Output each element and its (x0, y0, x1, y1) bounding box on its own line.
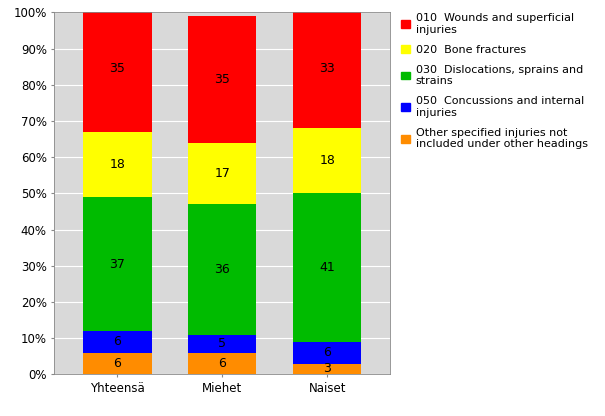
Bar (188, 143, 257, 204)
Bar (83, 5, 151, 132)
Bar (293, 193, 361, 342)
Text: 35: 35 (110, 62, 125, 75)
Text: 5: 5 (218, 337, 226, 350)
Text: 35: 35 (214, 73, 231, 86)
Text: 3: 3 (323, 362, 331, 376)
Bar (188, 16, 257, 143)
Bar (83, 353, 151, 374)
Bar (293, 364, 361, 374)
Bar (83, 197, 151, 331)
Bar (188, 204, 257, 334)
Text: 18: 18 (110, 158, 125, 171)
Bar (188, 353, 257, 374)
Text: 6: 6 (323, 346, 331, 359)
Bar (83, 331, 151, 353)
Text: 6: 6 (114, 357, 122, 370)
Bar (293, 342, 361, 364)
Bar (293, 9, 361, 128)
Text: 37: 37 (110, 258, 125, 270)
Text: 6: 6 (114, 335, 122, 348)
Legend: 010  Wounds and superficial
injuries, 020  Bone fractures, 030  Dislocations, sp: 010 Wounds and superficial injuries, 020… (399, 11, 590, 152)
Text: 36: 36 (214, 263, 231, 276)
Bar (188, 334, 257, 353)
Text: 33: 33 (319, 62, 335, 75)
Bar (293, 128, 361, 193)
Text: 6: 6 (218, 357, 226, 370)
Bar (83, 132, 151, 197)
Text: 18: 18 (319, 154, 335, 167)
Text: 17: 17 (214, 167, 231, 180)
Text: 41: 41 (319, 261, 335, 274)
